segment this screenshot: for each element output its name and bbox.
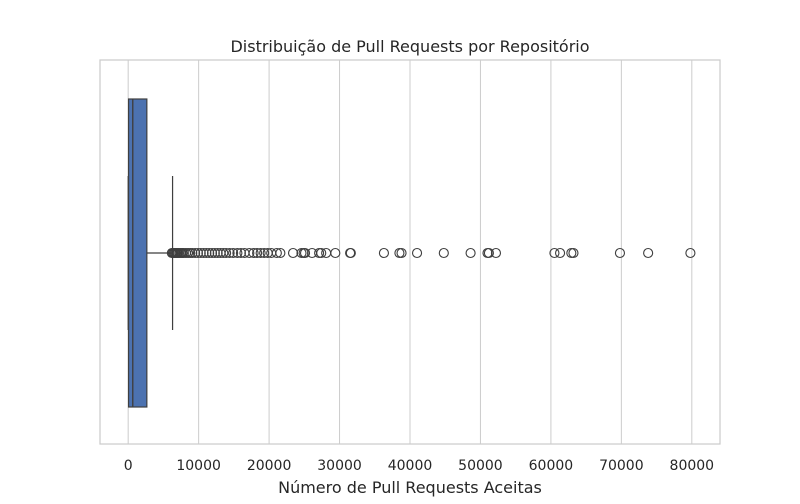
x-tick-label: 10000 [176, 458, 221, 474]
outlier-point [411, 247, 423, 259]
x-tick-label: 40000 [388, 458, 433, 474]
outlier-point [396, 247, 407, 259]
x-axis-ticks: 0 10000 20000 30000 40000 50000 60000 70000 8000… [124, 458, 714, 474]
chart-title: Distribuição de Pull Requests por Reposi… [230, 37, 589, 56]
outlier-point [568, 247, 579, 259]
outlier-point [483, 247, 494, 259]
outlier-point [394, 247, 405, 259]
outlier-point [232, 247, 243, 259]
outlier-point [549, 247, 560, 259]
plot-frame [99, 59, 721, 445]
x-tick-label: 50000 [458, 458, 503, 474]
outlier-point [228, 247, 239, 259]
outlier-point [299, 247, 311, 259]
outlier-point [438, 247, 449, 259]
grid-lines [127, 60, 693, 444]
outlier-point [555, 247, 566, 259]
outlier-point [614, 247, 626, 259]
outlier-point [244, 247, 255, 259]
outlier-points [166, 247, 696, 259]
outlier-point [643, 247, 654, 259]
box-group [127, 98, 174, 408]
outlier-point [566, 247, 577, 259]
outlier-point [255, 247, 266, 259]
outlier-point [259, 247, 270, 259]
outlier-point [218, 247, 229, 259]
outlier-point [316, 247, 327, 259]
x-axis-label: Número de Pull Requests Aceitas [278, 478, 542, 497]
x-tick-label: 70000 [599, 458, 644, 474]
outlier-point [685, 247, 696, 259]
outlier-point [287, 247, 299, 259]
outlier-point [345, 247, 356, 259]
outlier-point [275, 247, 286, 259]
outlier-point [490, 247, 502, 259]
x-tick-label: 20000 [247, 458, 292, 474]
x-tick-label: 60000 [529, 458, 574, 474]
x-tick-label: 80000 [670, 458, 715, 474]
x-tick-label: 30000 [317, 458, 362, 474]
outlier-point [252, 247, 263, 259]
outlier-point [221, 247, 232, 259]
outlier-point [330, 247, 341, 259]
outlier-point [465, 247, 476, 259]
outlier-point [378, 247, 389, 259]
outlier-point [271, 247, 282, 259]
outlier-point [224, 247, 235, 259]
x-tick-label: 0 [124, 458, 133, 474]
outlier-point [248, 247, 259, 259]
iqr-box [127, 98, 148, 408]
